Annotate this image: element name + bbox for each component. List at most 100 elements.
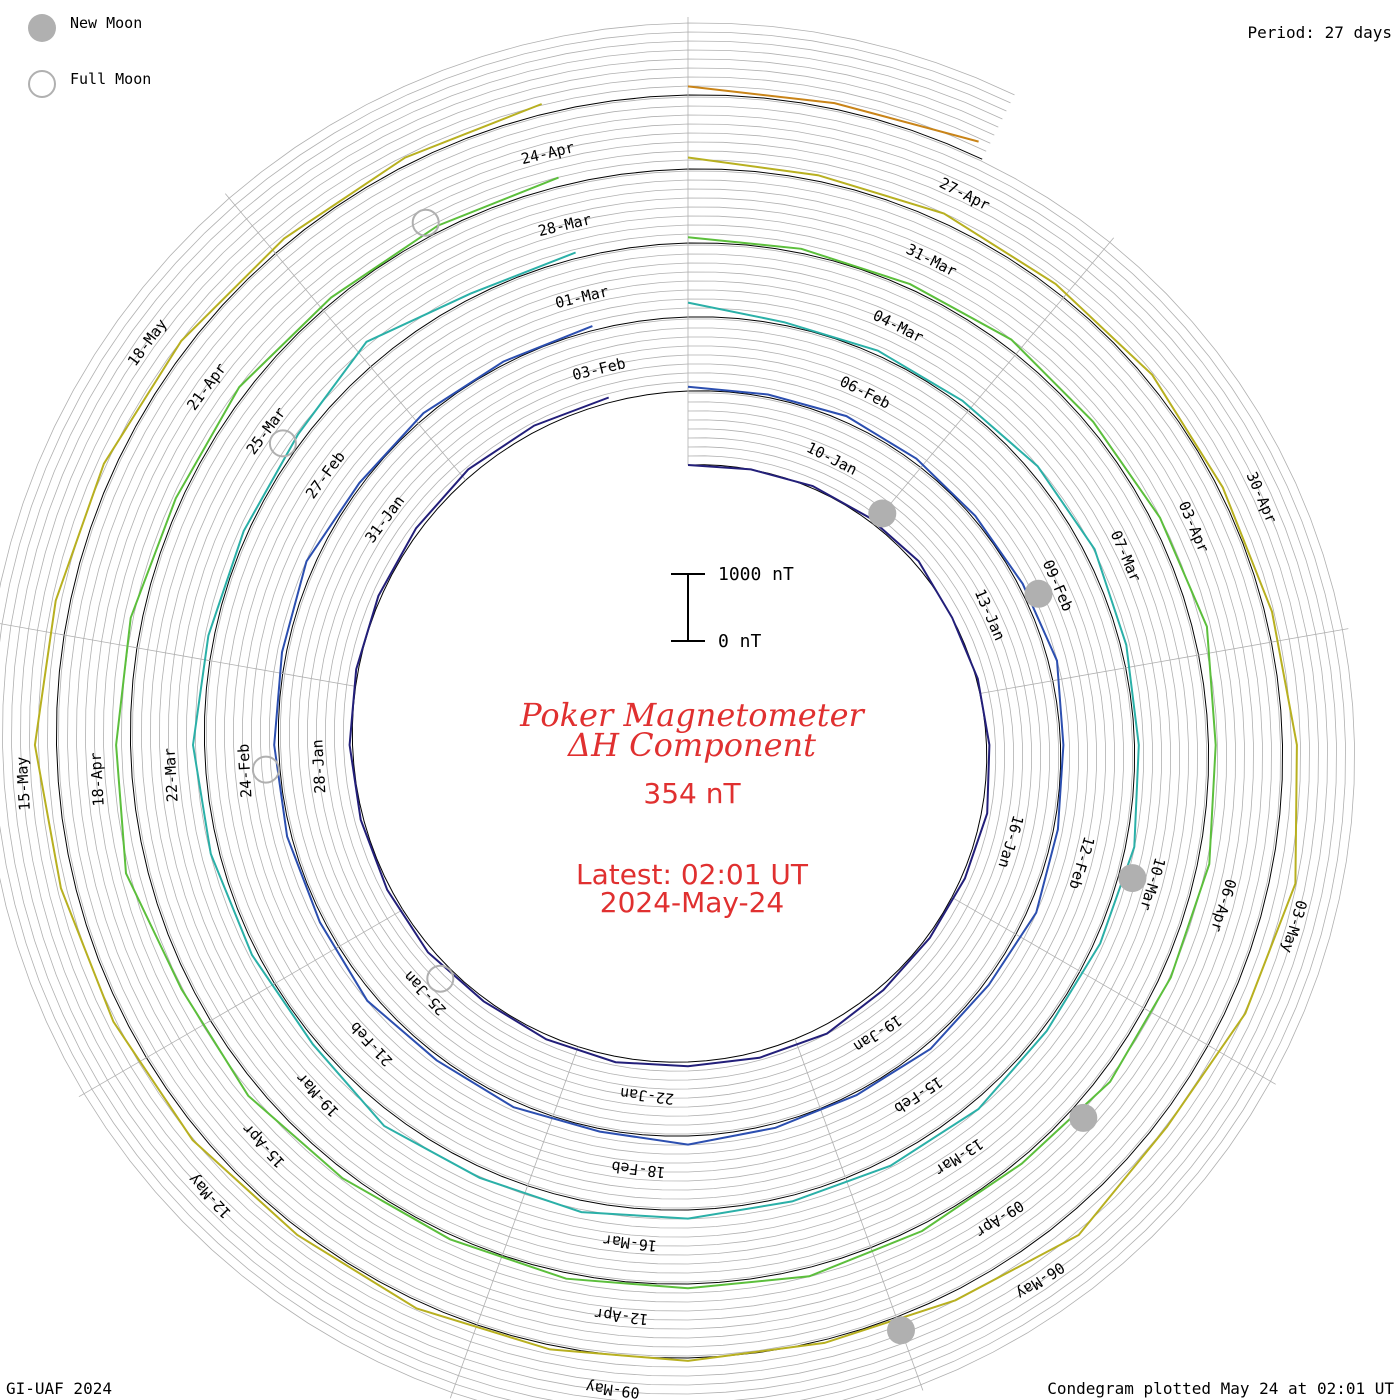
date-tick-label: 25-Jan [400, 967, 450, 1019]
grid-ring [2, 40, 1337, 1400]
date-tick-label: 12-Feb [1065, 834, 1098, 891]
date-tick-label: 15-Feb [891, 1073, 946, 1118]
day-spoke [278, 672, 356, 687]
date-tick-label: 06-Apr [1207, 877, 1240, 934]
latest-time: Latest: 02:01 UT [576, 858, 809, 891]
day-spoke [819, 1108, 848, 1183]
data-series [33, 85, 1298, 1362]
data-series-line [273, 325, 1065, 1146]
day-spoke [78, 1057, 147, 1098]
new-moon-marker [1069, 1103, 1098, 1132]
grid-ring [47, 85, 1292, 1368]
date-tick-label: 24-Feb [234, 743, 255, 798]
day-spoke [367, 363, 419, 424]
date-tick-label: 13-Mar [931, 1135, 986, 1180]
scale-bottom-label: 0 nT [718, 631, 762, 652]
day-spoke [920, 407, 972, 468]
date-tick-label: 07-Mar [1107, 528, 1145, 585]
grid-ring [11, 49, 1328, 1400]
day-spoke [415, 420, 467, 481]
date-tick-label: 18-Apr [87, 752, 108, 807]
day-spoke [132, 646, 210, 662]
new-moon-marker [1024, 579, 1053, 608]
date-tick-label: 09-Apr [972, 1196, 1027, 1241]
day-spoke [1063, 237, 1115, 298]
scale-bar: 1000 nT 0 nT [671, 564, 794, 652]
footer-right: Condegram plotted May 24 at 02:01 UT [1047, 1379, 1394, 1398]
day-spoke [1079, 970, 1148, 1011]
date-tick-label: 13-Jan [971, 586, 1009, 643]
new-moon-marker [868, 499, 897, 528]
date-tick-label: 12-May [185, 1170, 235, 1222]
date-tick-label: 12-Apr [593, 1304, 649, 1328]
baseline-spiral [55, 94, 1284, 1359]
day-spoke [224, 193, 276, 254]
day-spoke [525, 1116, 554, 1190]
date-tick-label: 15-May [13, 756, 34, 811]
full-moon-marker [411, 208, 440, 237]
day-spoke [1015, 933, 1084, 974]
new-moon-marker [1118, 864, 1147, 893]
day-spoke [205, 659, 283, 674]
day-spoke [142, 1020, 211, 1061]
date-tick-label: 22-Jan [619, 1084, 675, 1108]
day-spoke [951, 896, 1020, 937]
day-spoke [500, 1185, 528, 1260]
grid-ring [0, 22, 1355, 1400]
day-spoke [272, 250, 324, 311]
full-moon-icon [28, 70, 56, 98]
day-spoke [1125, 653, 1203, 669]
day-spoke [845, 1177, 873, 1252]
date-tick-label: 28-Jan [308, 739, 329, 794]
day-spoke [1198, 641, 1276, 656]
day-spokes [0, 17, 1349, 1399]
full-moon-marker [268, 429, 297, 458]
chart-title-line1: Poker Magnetometer [519, 696, 865, 734]
data-series-line [33, 103, 1298, 1362]
day-spoke [794, 1038, 823, 1113]
day-spoke [320, 306, 371, 367]
day-spoke [206, 983, 275, 1024]
date-tick-label: 03-May [1278, 898, 1311, 955]
new-moon-icon [28, 14, 56, 42]
day-spoke [1015, 294, 1067, 355]
date-tick-label: 03-Apr [1175, 498, 1213, 555]
data-series-line [687, 85, 979, 143]
date-tick-label: 18-Feb [610, 1157, 666, 1181]
full-moon-marker [251, 755, 280, 784]
day-spoke [335, 909, 403, 950]
date-tick-label: 19-Mar [292, 1069, 342, 1121]
day-spoke [1143, 1007, 1212, 1048]
spiral-grid [0, 22, 1355, 1400]
latest-date: 2024-May-24 [600, 886, 785, 919]
data-series-line [191, 251, 1140, 1220]
scale-top-label: 1000 nT [718, 564, 794, 585]
period-label: Period: 27 days [1248, 23, 1393, 42]
grid-ring [0, 31, 1346, 1400]
date-tick-label: 27-Apr [936, 174, 992, 214]
day-spoke [968, 350, 1019, 412]
moon-markers [251, 208, 1147, 1345]
legend: New Moon Full Moon [28, 14, 151, 98]
date-tick-label: 10-Jan [804, 438, 860, 478]
date-tick-label: 31-Jan [361, 492, 408, 546]
full-moon-marker [426, 964, 455, 993]
data-series-line [115, 176, 1217, 1290]
data-series-line [348, 396, 991, 1068]
date-tick-label: 27-Feb [302, 448, 349, 502]
day-spoke [551, 1046, 579, 1121]
date-tick-label: 21-Apr [183, 360, 230, 414]
grid-ring [38, 76, 1301, 1377]
date-tick-label: 18-May [124, 315, 171, 369]
grid-ring [20, 58, 1319, 1395]
date-tick-label: 16-Jan [994, 813, 1027, 870]
date-tick-label: 16-Mar [602, 1231, 658, 1255]
day-spoke [475, 1255, 503, 1329]
new-moon-marker [887, 1316, 915, 1345]
date-tick-label: 21-Feb [346, 1018, 396, 1070]
date-tick-label: 06-Feb [837, 372, 893, 412]
grid-ring [29, 67, 1310, 1386]
day-spoke [449, 1324, 478, 1399]
day-spoke [270, 946, 339, 987]
